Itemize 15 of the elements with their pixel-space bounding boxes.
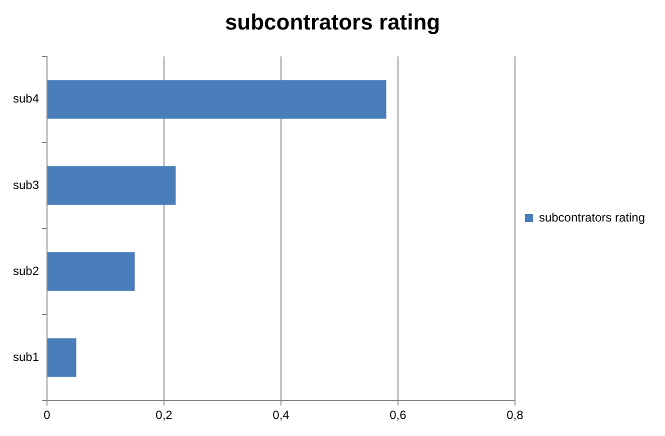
y-tick-label: sub2 [12,264,40,278]
bar [48,166,176,205]
x-tick-label: 0,2 [156,408,173,422]
legend-label: subcontrators rating [538,210,646,224]
x-tick-label: 0,8 [506,408,524,422]
chart-title: subcontrators rating [224,9,440,34]
bar [48,252,135,291]
bar [48,80,386,119]
bar [48,338,76,377]
x-tick-label: 0,4 [272,408,290,422]
y-tick-label: sub1 [12,350,40,364]
y-tick-label: sub4 [12,92,40,106]
y-tick-label: sub3 [12,178,40,192]
x-tick-label: 0 [44,408,51,422]
x-tick-label: 0,6 [390,408,407,422]
